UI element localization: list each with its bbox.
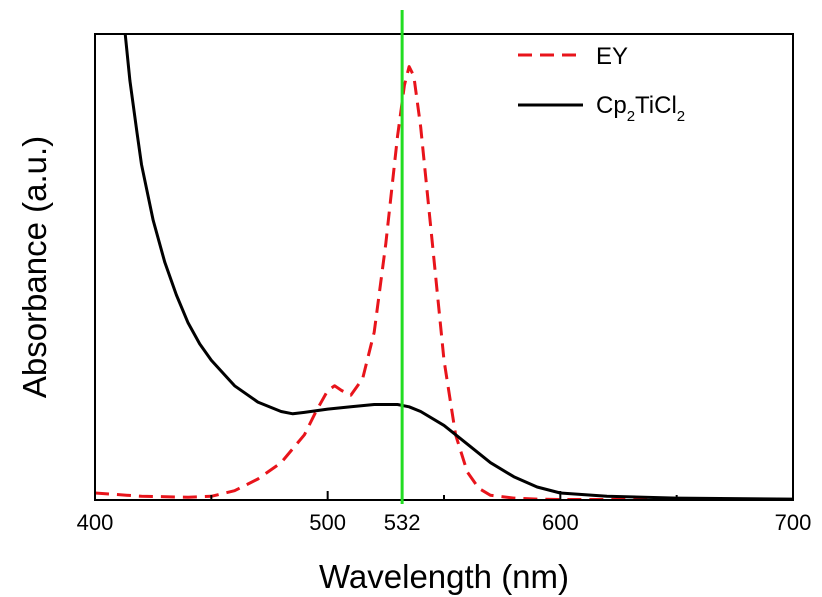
legend-label-cp2ticl2: Cp2TiCl2 [596,92,685,125]
legend-label-ey: EY [596,43,628,70]
legend: EY Cp2TiCl2 [518,43,685,125]
series-line-cp2ticl2 [123,34,793,500]
x-axis-title: Wavelength (nm) [319,558,569,595]
x-tick-label-400: 400 [77,510,114,535]
x-tick-label-532: 532 [384,510,421,535]
x-tick-label-700: 700 [775,510,812,535]
plot-frame [94,33,794,501]
series-line-ey [95,65,793,500]
x-tick-label-500: 500 [309,510,346,535]
y-axis-title: Absorbance (a.u.) [16,136,53,398]
x-tick-label-600: 600 [542,510,579,535]
